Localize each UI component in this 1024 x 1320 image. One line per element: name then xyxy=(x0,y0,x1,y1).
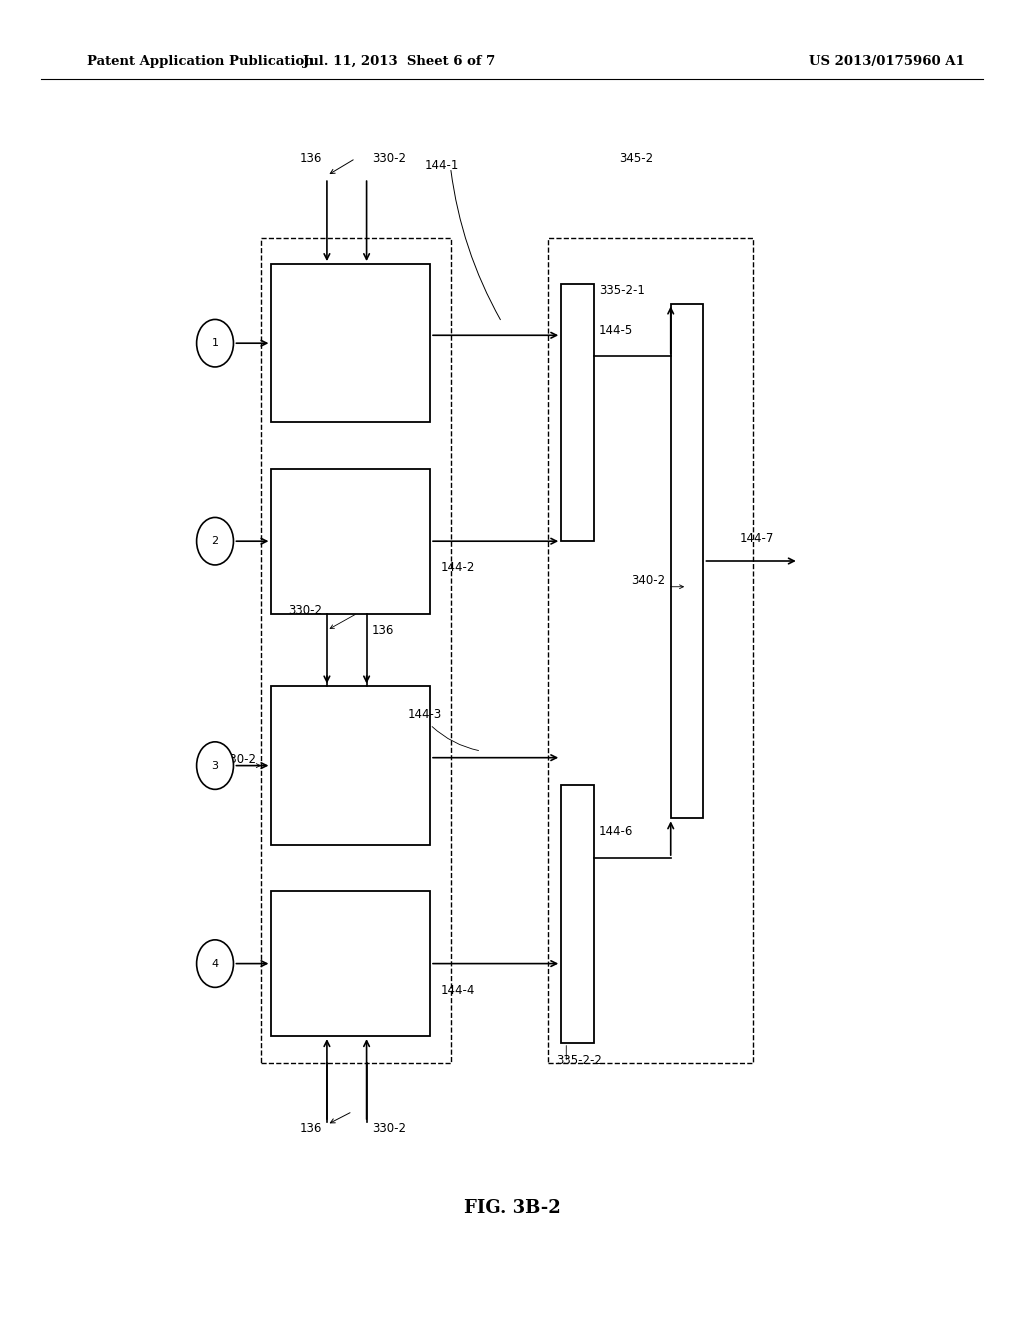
Text: 144-4: 144-4 xyxy=(440,983,475,997)
Text: 3: 3 xyxy=(212,760,218,771)
Circle shape xyxy=(197,319,233,367)
Text: 144-2: 144-2 xyxy=(440,561,475,574)
Bar xyxy=(271,891,430,1036)
Text: 1: 1 xyxy=(212,338,218,348)
Text: 144-7: 144-7 xyxy=(739,532,774,545)
Bar xyxy=(271,469,430,614)
Bar xyxy=(561,785,594,1043)
Text: 2: 2 xyxy=(212,536,218,546)
Text: 335-2-2: 335-2-2 xyxy=(556,1053,602,1067)
Text: 4: 4 xyxy=(212,958,218,969)
Circle shape xyxy=(197,940,233,987)
Text: 330-2: 330-2 xyxy=(372,1122,406,1135)
Text: FIG. 3B-2: FIG. 3B-2 xyxy=(464,1199,560,1217)
Bar xyxy=(548,238,753,1063)
Text: 136: 136 xyxy=(299,1122,322,1135)
Text: 136: 136 xyxy=(372,624,394,636)
Bar xyxy=(271,264,430,422)
Text: 330-2: 330-2 xyxy=(288,605,322,616)
Text: 144-3: 144-3 xyxy=(408,708,441,721)
Text: 330-2: 330-2 xyxy=(222,752,256,766)
Text: 335-2-1: 335-2-1 xyxy=(599,284,645,297)
Bar xyxy=(261,238,451,1063)
Bar xyxy=(671,304,703,818)
Text: Patent Application Publication: Patent Application Publication xyxy=(87,55,313,69)
Text: US 2013/0175960 A1: US 2013/0175960 A1 xyxy=(809,55,965,69)
Text: 144-6: 144-6 xyxy=(599,825,634,838)
Text: Jul. 11, 2013  Sheet 6 of 7: Jul. 11, 2013 Sheet 6 of 7 xyxy=(303,55,496,69)
Text: 340-2: 340-2 xyxy=(632,574,666,586)
Text: 144-1: 144-1 xyxy=(425,158,460,172)
Text: 330-2: 330-2 xyxy=(372,152,406,165)
Circle shape xyxy=(197,517,233,565)
Text: 345-2: 345-2 xyxy=(620,152,653,165)
Bar xyxy=(271,686,430,845)
Circle shape xyxy=(197,742,233,789)
Bar xyxy=(561,284,594,541)
Text: 136: 136 xyxy=(299,152,322,165)
Text: 144-5: 144-5 xyxy=(599,323,633,337)
